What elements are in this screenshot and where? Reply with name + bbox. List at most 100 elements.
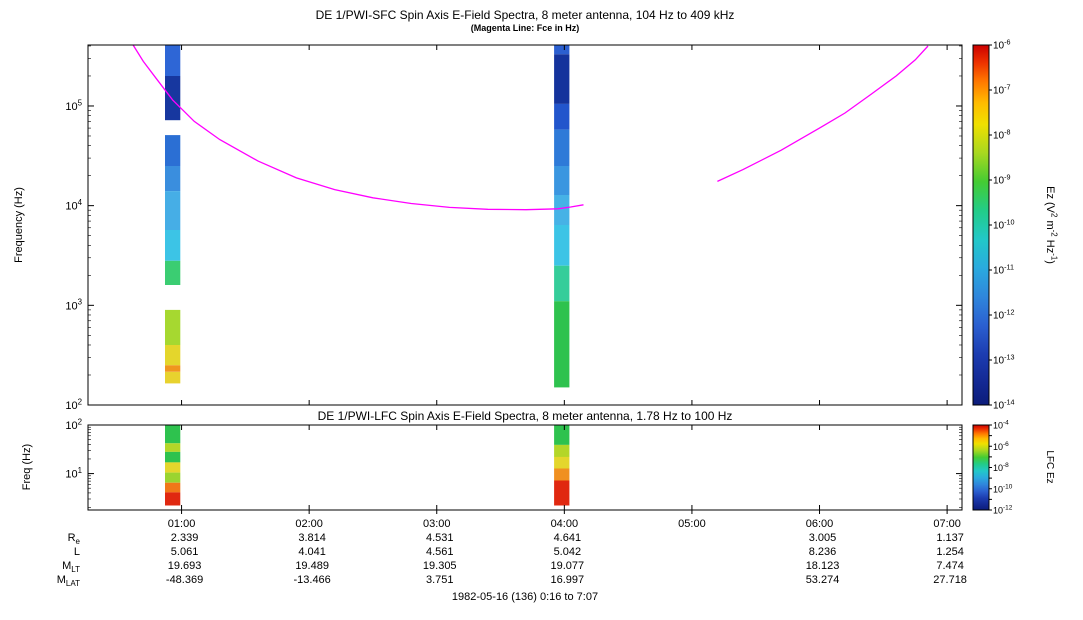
sfc-ylabel: Frequency (Hz)	[13, 187, 25, 263]
ephemeris-value: 4.531	[426, 532, 454, 544]
time-tick-label: 06:00	[806, 518, 834, 530]
ephemeris-row-label: Re	[68, 532, 81, 546]
svg-text:103: 103	[65, 298, 82, 313]
spectral-segment	[165, 135, 181, 166]
svg-text:102: 102	[65, 397, 82, 412]
time-axis-labels: 01:00 02:00 03:00 04:00 05:00 06:00 07:00	[168, 510, 961, 530]
svg-text:10-8: 10-8	[993, 127, 1011, 141]
svg-text:10-6: 10-6	[993, 441, 1009, 452]
spectral-segment	[554, 225, 570, 266]
svg-text:10-12: 10-12	[993, 307, 1015, 321]
ephemeris-value: 53.274	[806, 574, 840, 586]
sfc-title: DE 1/PWI-SFC Spin Axis E-Field Spectra, …	[316, 8, 735, 22]
spectral-segment	[165, 309, 181, 345]
ephemeris-value: 1.137	[936, 532, 964, 544]
svg-text:10-10: 10-10	[993, 217, 1015, 231]
lfc-plot-frame	[87, 424, 963, 511]
spectral-segment	[165, 462, 181, 473]
ephemeris-value: 7.474	[936, 560, 964, 572]
spectral-segment	[165, 345, 181, 366]
ephemeris-value: 3.751	[426, 574, 454, 586]
spectral-segment	[165, 492, 181, 506]
ephemeris-value: 3.814	[298, 532, 326, 544]
ephemeris-value: 5.061	[171, 546, 199, 558]
spectral-segment	[554, 103, 570, 130]
spectral-segment	[554, 456, 570, 469]
ephemeris-row-label: MLT	[62, 560, 80, 574]
ephemeris-value: 1.254	[936, 546, 964, 558]
lfc-y-axis: 102 101	[65, 417, 962, 508]
ephemeris-value: 3.005	[809, 532, 837, 544]
lfc-burst-columns	[165, 425, 570, 506]
svg-text:101: 101	[65, 466, 82, 481]
spectral-segment	[165, 45, 181, 76]
ephemeris-value: 27.718	[933, 574, 967, 586]
time-tick-label: 03:00	[423, 518, 451, 530]
ephemeris-table: Re 2.339 3.814 4.531 4.641 3.005 1.137 L 5.061 4.…	[57, 532, 967, 588]
svg-text:10-6: 10-6	[993, 37, 1011, 51]
time-tick-label: 02:00	[295, 518, 323, 530]
spectral-segment	[554, 301, 570, 388]
spectral-segment	[554, 444, 570, 457]
spectral-segment	[554, 129, 570, 166]
spectral-segment	[165, 425, 181, 444]
ephemeris-value: 19.305	[423, 560, 457, 572]
ephemeris-value: 18.123	[806, 560, 840, 572]
svg-text:10-11: 10-11	[993, 262, 1014, 276]
spectral-segment	[165, 443, 181, 452]
lfc-ylabel: Freq (Hz)	[21, 444, 33, 490]
spectral-segment	[165, 76, 181, 121]
svg-text:105: 105	[65, 98, 82, 113]
ephemeris-value: 4.041	[298, 546, 326, 558]
svg-text:104: 104	[65, 198, 82, 213]
spectral-segment	[165, 230, 181, 261]
ephemeris-value: 5.042	[554, 546, 582, 558]
svg-text:10-8: 10-8	[993, 462, 1009, 473]
lfc-panel: 102 101 10-4 10-6 10-8 10-10 10-12	[65, 417, 1012, 515]
spectral-segment	[554, 468, 570, 481]
svg-text:10-7: 10-7	[993, 82, 1011, 96]
ephemeris-value: 4.561	[426, 546, 454, 558]
svg-text:10-13: 10-13	[993, 352, 1015, 366]
spectral-segment	[165, 472, 181, 483]
svg-text:102: 102	[65, 417, 82, 432]
ephemeris-value: -48.369	[166, 574, 203, 586]
spectral-segment	[165, 451, 181, 463]
fce-line	[132, 44, 929, 211]
ephemeris-value: 19.077	[551, 560, 585, 572]
render-layer: 105 104 103 102 10-6 10-7 10-8 10-9 10-10 10-11 10…	[57, 37, 1059, 588]
ephemeris-value: 2.339	[171, 532, 199, 544]
lfc-colorbar-label: LFC Ez	[1044, 450, 1055, 483]
time-tick-label: 01:00	[168, 518, 196, 530]
spectral-segment	[554, 265, 570, 302]
time-tick-label: 07:00	[933, 518, 961, 530]
spectral-segment	[165, 371, 181, 384]
spectral-segment	[554, 166, 570, 195]
sfc-subtitle: (Magenta Line: Fce in Hz)	[471, 23, 580, 33]
sfc-panel: 105 104 103 102 10-6 10-7 10-8 10-9 10-10 10-11 10…	[65, 37, 1014, 412]
spectral-segment	[554, 480, 570, 506]
ephemeris-value: 16.997	[551, 574, 585, 586]
spectral-segment	[554, 425, 570, 445]
ephemeris-row-label: L	[74, 546, 80, 558]
time-tick-label: 05:00	[678, 518, 706, 530]
sfc-colorbar: 10-6 10-7 10-8 10-9 10-10 10-11 10-12 10-13 10-1…	[972, 37, 1015, 412]
spectral-segment	[554, 45, 570, 55]
sfc-colorbar-label: Ez (V2 m-2 Hz-1)	[1044, 186, 1058, 264]
sfc-x-ticks	[181, 45, 948, 405]
svg-text:10-9: 10-9	[993, 172, 1011, 186]
ephemeris-value: 8.236	[809, 546, 837, 558]
svg-text:10-12: 10-12	[993, 505, 1013, 516]
sfc-burst-columns	[165, 45, 570, 388]
ephemeris-row-label: MLAT	[57, 574, 80, 588]
svg-text:Ez (V2 m-2 Hz-1): Ez (V2 m-2 Hz-1)	[1044, 186, 1058, 264]
sfc-plot-frame	[87, 44, 963, 406]
spectral-segment	[554, 195, 570, 225]
spectral-segment	[165, 191, 181, 230]
ephemeris-value: 4.641	[554, 532, 582, 544]
ephemeris-value: 19.693	[168, 560, 202, 572]
lfc-title: DE 1/PWI-LFC Spin Axis E-Field Spectra, …	[318, 409, 733, 423]
svg-text:10-10: 10-10	[993, 483, 1013, 494]
spectral-segment	[165, 166, 181, 192]
